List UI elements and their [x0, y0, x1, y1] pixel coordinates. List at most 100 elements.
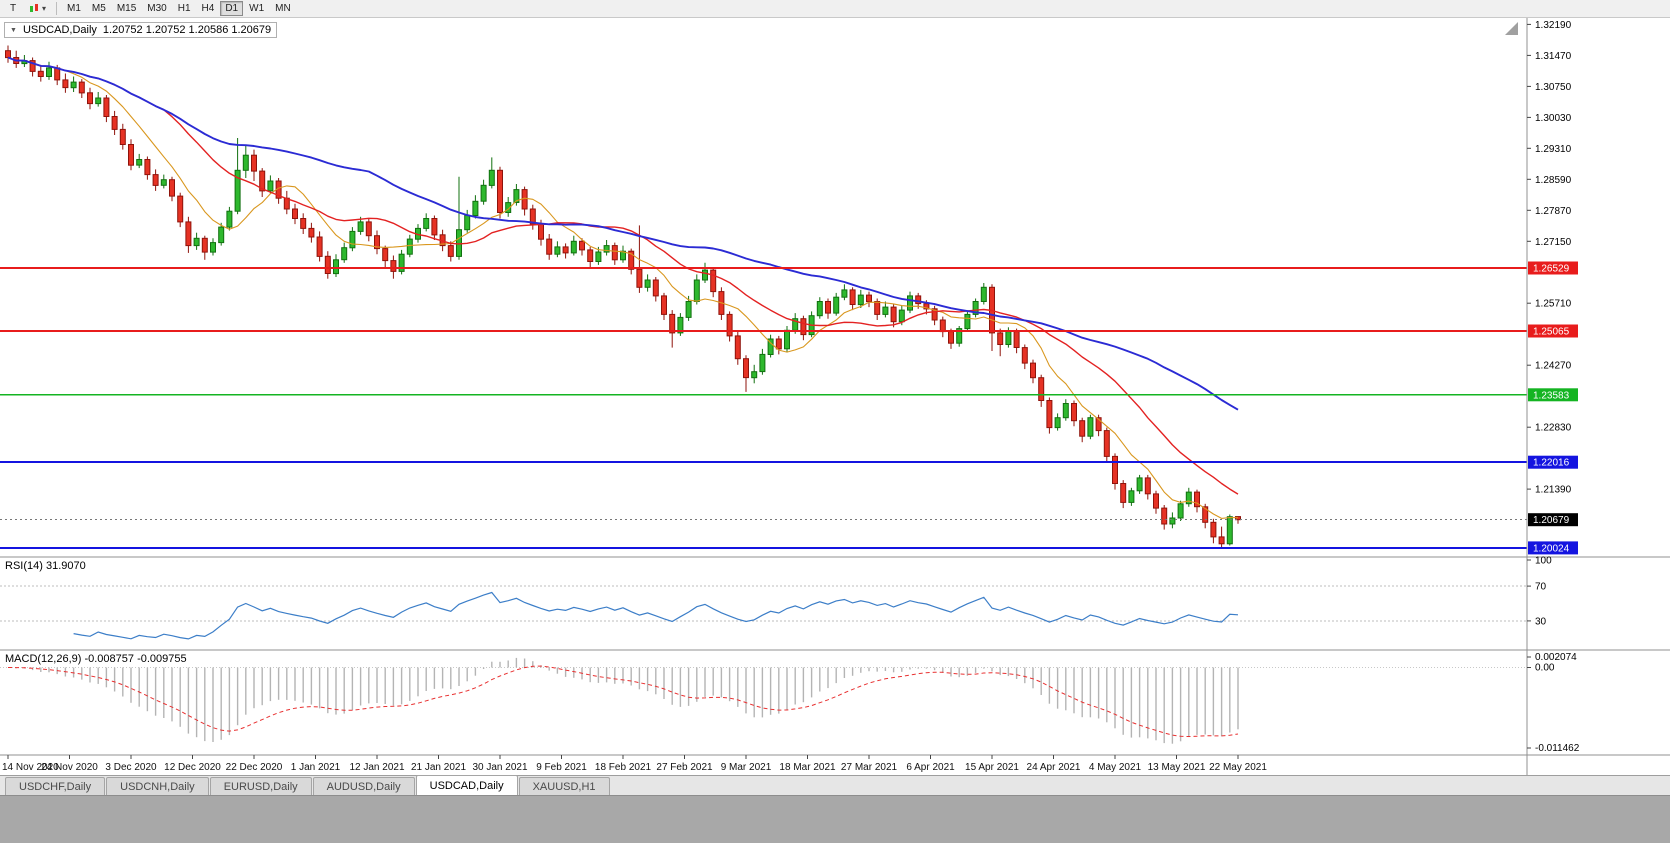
- candle-body: [759, 353, 766, 373]
- candle-body: [398, 253, 405, 272]
- candle-body: [702, 269, 708, 281]
- candle-body: [423, 218, 430, 229]
- candle-body: [849, 289, 856, 305]
- tab-xauusd-h1[interactable]: XAUUSD,H1: [518, 777, 610, 795]
- candle-body: [1210, 521, 1217, 538]
- candle-body: [349, 230, 356, 249]
- timeframe-m1-button[interactable]: M1: [62, 1, 86, 16]
- tab-usdcad-daily[interactable]: USDCAD,Daily: [415, 775, 518, 795]
- candle-body: [1046, 400, 1053, 429]
- timeframe-m5-button[interactable]: M5: [87, 1, 111, 16]
- candle-body: [1202, 506, 1209, 523]
- x-axis-label: 6 Apr 2021: [906, 762, 955, 773]
- timeframe-mn-button[interactable]: MN: [270, 1, 296, 16]
- candle-body: [251, 154, 257, 172]
- timeframe-h4-button[interactable]: H4: [197, 1, 220, 16]
- tab-eurusd-daily[interactable]: EURUSD,Daily: [209, 777, 312, 795]
- candle-body: [964, 313, 971, 330]
- x-axis-label: 18 Mar 2021: [779, 762, 836, 773]
- rsi-label: RSI(14) 31.9070: [5, 560, 86, 572]
- y-axis-label: 1.29310: [1535, 144, 1572, 155]
- candle-body: [234, 169, 241, 212]
- x-axis-label: 1 Jan 2021: [291, 762, 341, 773]
- candle-body: [1169, 517, 1176, 525]
- toolbar: T ▾ M1 M5 M15 M30 H1 H4 D1 W1 MN: [0, 0, 1670, 18]
- candle-body: [529, 208, 536, 225]
- candle-body: [128, 144, 134, 166]
- tab-usdcnh-daily[interactable]: USDCNH,Daily: [106, 777, 209, 795]
- candle-body: [661, 295, 667, 315]
- candle-body: [365, 221, 372, 237]
- level-price-badge: [1528, 388, 1578, 402]
- chart-title-symbol: USDCAD,Daily: [22, 24, 97, 36]
- x-axis-label: 12 Dec 2020: [164, 762, 221, 773]
- candle-body: [472, 200, 479, 217]
- candle-body: [538, 223, 544, 240]
- candle-body: [1005, 331, 1012, 346]
- candle-body: [1013, 331, 1020, 349]
- rsi-axis-label: 100: [1535, 556, 1552, 567]
- candle-body: [1226, 516, 1233, 545]
- chart-type-button[interactable]: ▾: [24, 1, 51, 16]
- x-axis-label: 14 Nov 2020: [2, 762, 59, 773]
- candle-body: [652, 279, 659, 297]
- chart-tabbar: USDCHF,Daily USDCNH,Daily EURUSD,Daily A…: [0, 775, 1670, 795]
- candle-body: [1038, 377, 1045, 402]
- candle-body: [103, 97, 110, 117]
- candle-body: [259, 170, 266, 192]
- candle-body: [292, 208, 298, 219]
- candle-body: [144, 159, 151, 176]
- x-axis-label: 21 Jan 2021: [411, 762, 466, 773]
- chart-canvas[interactable]: 1.32190 1.31470 1.30750 1.30030 1.29310 1.285…: [0, 18, 1670, 775]
- timeframe-w1-button[interactable]: W1: [244, 1, 269, 16]
- status-strip: [0, 795, 1670, 843]
- candle-body: [316, 236, 323, 257]
- x-axis-label: 13 May 2021: [1148, 762, 1206, 773]
- templates-button[interactable]: T: [3, 1, 23, 16]
- candle-body: [497, 169, 503, 214]
- candle-body: [95, 97, 102, 105]
- timeframe-h1-button[interactable]: H1: [173, 1, 196, 16]
- candle-body: [841, 289, 848, 298]
- candle-body: [1062, 403, 1069, 419]
- candle-body: [1194, 491, 1200, 508]
- rsi-axis-label: 70: [1535, 582, 1547, 593]
- candle-body: [1079, 420, 1086, 437]
- candle-body: [939, 319, 946, 333]
- candle-body: [972, 301, 979, 315]
- candle-body: [382, 248, 389, 262]
- x-axis-label: 22 May 2021: [1209, 762, 1267, 773]
- candle-body: [201, 237, 208, 253]
- timeframe-d1-button[interactable]: D1: [220, 1, 244, 16]
- candle-body: [1030, 362, 1036, 379]
- y-axis-label: 1.21390: [1535, 485, 1572, 496]
- ma-line-8: [7, 56, 1239, 519]
- level-price-badge-label: 1.26529: [1533, 264, 1570, 275]
- macd-signal-line: [7, 665, 1239, 738]
- x-axis-label: 27 Mar 2021: [841, 762, 898, 773]
- y-axis-label: 1.25710: [1535, 299, 1572, 310]
- tab-usdchf-daily[interactable]: USDCHF,Daily: [5, 777, 106, 795]
- tab-audusd-daily[interactable]: AUDUSD,Daily: [312, 777, 415, 795]
- level-price-badge: [1528, 541, 1578, 555]
- x-axis-label: 24 Nov 2020: [41, 762, 98, 773]
- timeframe-m30-button[interactable]: M30: [142, 1, 171, 16]
- x-axis-label: 18 Feb 2021: [595, 762, 652, 773]
- x-axis-label: 15 Apr 2021: [965, 762, 1019, 773]
- y-axis-label: 1.31470: [1535, 51, 1572, 62]
- timeframe-m15-button[interactable]: M15: [112, 1, 141, 16]
- candle-body: [177, 195, 184, 223]
- candle-body: [579, 240, 585, 251]
- candle-body: [554, 246, 561, 255]
- candle-body: [29, 60, 36, 72]
- candle-body: [46, 67, 52, 78]
- candle-body: [1087, 417, 1094, 437]
- x-axis-label: 27 Feb 2021: [656, 762, 713, 773]
- x-axis-label: 4 May 2021: [1089, 762, 1142, 773]
- x-axis-label: 9 Mar 2021: [721, 762, 772, 773]
- candle-body: [784, 329, 790, 350]
- candle-body: [734, 335, 741, 360]
- candle-body: [603, 245, 610, 253]
- chart-shift-marker[interactable]: [1505, 22, 1518, 35]
